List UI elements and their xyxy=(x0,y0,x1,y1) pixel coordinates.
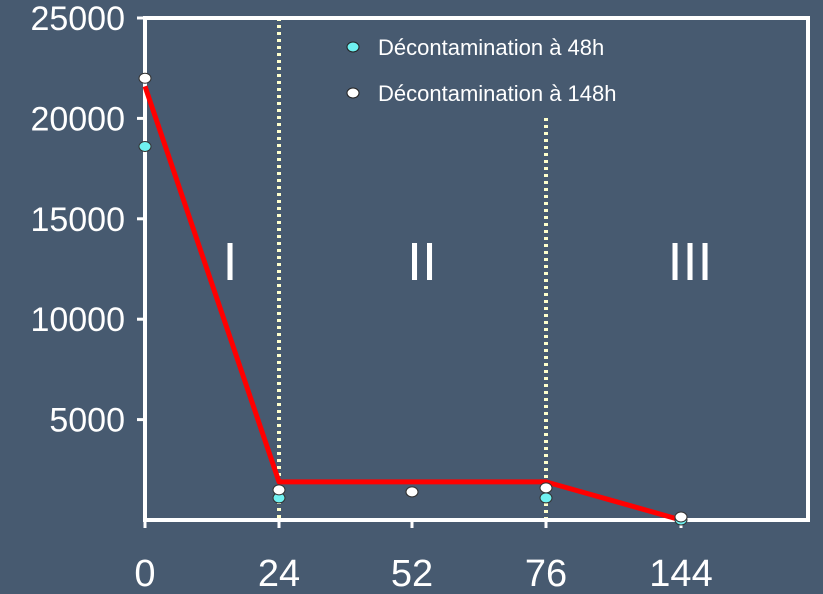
y-axis-ticks: 5000 10000 15000 20000 25000 xyxy=(30,0,145,440)
x-tick-label: 0 xyxy=(134,553,155,594)
y-tick-label: 25000 xyxy=(30,0,125,38)
phase-label-2: II xyxy=(407,232,437,292)
legend-label-148h: Décontamination à 148h xyxy=(378,81,617,106)
legend: Décontamination à 48h Décontamination à … xyxy=(346,35,617,106)
y-tick-label: 15000 xyxy=(30,201,125,239)
x-tick-label: 144 xyxy=(649,553,712,594)
point-48h xyxy=(539,492,553,504)
point-148h xyxy=(674,511,688,523)
legend-marker-148h xyxy=(346,87,360,99)
phase-label-3: III xyxy=(667,232,712,292)
point-48h xyxy=(138,141,152,153)
phase-label-1: I xyxy=(222,232,237,292)
x-axis-ticks: 0 24 52 76 144 xyxy=(134,520,713,594)
point-148h xyxy=(405,486,419,498)
plot-frame xyxy=(143,16,810,522)
y-tick-label: 5000 xyxy=(49,402,125,440)
trend-line xyxy=(142,85,682,523)
legend-label-48h: Décontamination à 48h xyxy=(378,35,604,60)
y-tick-label: 10000 xyxy=(30,301,125,339)
phase-labels: I II III xyxy=(222,232,712,292)
trend-line-path xyxy=(142,85,682,523)
y-tick-label: 20000 xyxy=(30,100,125,138)
x-tick-label: 76 xyxy=(525,553,567,594)
point-148h xyxy=(272,484,286,496)
point-148h xyxy=(138,72,152,84)
x-tick-label: 52 xyxy=(391,553,433,594)
x-tick-label: 24 xyxy=(258,553,300,594)
data-points xyxy=(138,72,688,526)
point-148h xyxy=(539,482,553,494)
legend-marker-48h xyxy=(346,41,360,53)
